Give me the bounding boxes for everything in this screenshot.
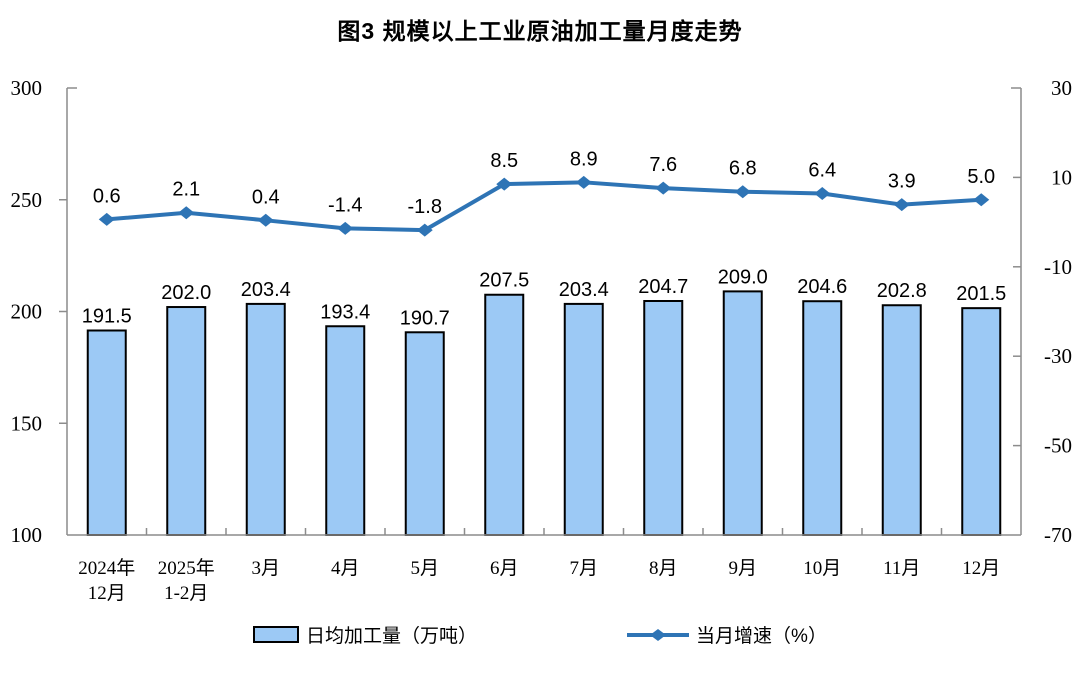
left-axis-tick-label: 300 — [11, 76, 43, 100]
trend-marker — [178, 206, 195, 220]
bar — [961, 307, 1002, 536]
line-series-swatch-icon — [627, 628, 690, 641]
trend-marker — [655, 181, 672, 195]
trend-marker — [257, 213, 274, 227]
category-label: 2025年 — [158, 557, 215, 579]
bar — [643, 299, 684, 537]
right-axis-tick-label: -30 — [1044, 344, 1072, 368]
legend: 日均加工量（万吨） 当月增速（%） — [0, 621, 1080, 648]
trend-value-label: 8.9 — [570, 148, 598, 170]
bar-value-label: 203.4 — [241, 279, 291, 301]
right-axis-tick-label: 10 — [1051, 165, 1072, 189]
bar-value-label: 191.5 — [82, 305, 132, 327]
legend-bar-label: 日均加工量（万吨） — [306, 626, 478, 647]
bar-value-label: 204.6 — [797, 276, 847, 298]
bar — [245, 302, 286, 536]
category-label: 12月 — [88, 583, 126, 604]
trend-value-label: 6.8 — [729, 158, 757, 180]
trend-marker — [575, 175, 592, 189]
bar-value-label: 209.0 — [718, 266, 768, 288]
category-label: 7月 — [569, 558, 598, 579]
legend-line-marker — [650, 628, 667, 641]
category-label: 5月 — [410, 558, 439, 579]
bar-value-label: 201.5 — [956, 283, 1006, 305]
bar — [86, 329, 127, 536]
trend-marker — [337, 221, 354, 235]
trend-marker — [893, 198, 910, 212]
left-axis-tick-label: 100 — [11, 523, 43, 547]
trend-line — [104, 180, 984, 233]
trend-marker — [814, 186, 831, 200]
bar-value-label: 203.4 — [559, 279, 609, 301]
legend-item-bar: 日均加工量（万吨） — [253, 621, 477, 648]
right-axis-tick-label: -70 — [1044, 523, 1072, 547]
bar-value-label: 193.4 — [320, 301, 370, 323]
bar-series-swatch-icon — [253, 626, 300, 643]
category-label: 8月 — [649, 558, 678, 579]
left-axis-tick-label: 200 — [11, 300, 43, 324]
trend-marker — [734, 185, 751, 199]
left-axis-tick-label: 250 — [11, 188, 43, 212]
category-label: 2024年 — [78, 557, 135, 579]
category-label: 3月 — [251, 558, 280, 579]
bar-value-label: 204.7 — [638, 276, 688, 298]
trend-marker — [416, 223, 433, 237]
category-label: 10月 — [803, 558, 841, 579]
trend-value-label: 5.0 — [967, 166, 995, 188]
right-axis-tick-label: -50 — [1044, 434, 1072, 458]
bar — [325, 325, 366, 536]
trend-value-label: 2.1 — [172, 179, 200, 201]
trend-value-label: 6.4 — [808, 159, 836, 181]
bar-value-label: 207.5 — [479, 270, 529, 292]
category-label: 11月 — [883, 558, 920, 579]
category-label: 6月 — [490, 558, 519, 579]
trend-marker — [973, 193, 990, 207]
right-axis-tick-label: 30 — [1051, 76, 1072, 100]
trend-value-label: -1.4 — [328, 194, 362, 216]
category-label: 9月 — [728, 558, 757, 579]
category-label: 12月 — [962, 558, 1000, 579]
bar-value-label: 202.0 — [161, 282, 211, 304]
trend-marker — [98, 212, 115, 226]
bar — [802, 300, 843, 536]
legend-item-line: 当月增速（%） — [627, 621, 827, 648]
trend-value-label: 3.9 — [888, 171, 916, 193]
trend-value-label: 0.6 — [93, 185, 121, 207]
bar — [404, 331, 445, 536]
left-axis-tick-label: 150 — [11, 411, 43, 435]
bar-value-label: 190.7 — [400, 307, 450, 329]
trend-value-label: 8.5 — [490, 150, 518, 172]
chart-title: 图3 规模以上工业原油加工量月度走势 — [337, 18, 743, 44]
trend-marker — [496, 177, 513, 191]
category-label: 1-2月 — [164, 583, 208, 604]
trend-value-label: 7.6 — [649, 154, 677, 176]
bar — [722, 290, 763, 537]
legend-line-label: 当月增速（%） — [696, 626, 827, 647]
right-axis-tick-label: -10 — [1044, 255, 1072, 279]
trend-value-label: 0.4 — [252, 186, 280, 208]
bar — [563, 302, 604, 536]
trend-value-label: -1.8 — [408, 196, 442, 218]
bar — [484, 293, 525, 536]
bar — [166, 306, 207, 536]
category-label: 4月 — [331, 558, 360, 579]
bar — [881, 304, 922, 536]
bar-value-label: 202.8 — [877, 280, 927, 302]
